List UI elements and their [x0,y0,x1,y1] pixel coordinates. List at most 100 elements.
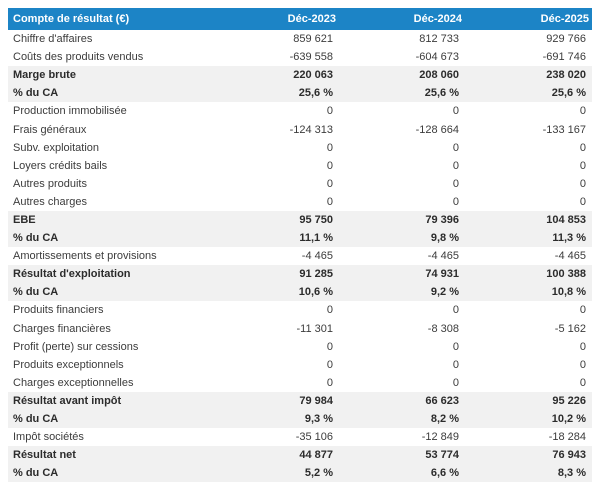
table-row: Autres charges 0 0 0 [8,192,592,211]
cell-value: 0 [339,192,465,211]
cell-value: 104 853 [465,210,592,230]
cell-value: 6,6 % [339,464,465,483]
cell-value: 10,8 % [465,283,592,302]
cell-value: 10,2 % [465,409,592,429]
row-label: Autres charges [8,192,213,211]
cell-value: 95 226 [465,391,592,410]
row-label: Produits financiers [8,301,213,320]
summary-table-row: Résultat net 44 877 53 774 76 943 [8,446,592,465]
cell-value: 91 285 [213,265,339,284]
cell-value: -124 313 [213,120,339,139]
table-header-row: Compte de résultat (€) Déc-2023 Déc-2024… [8,8,592,30]
row-label: % du CA [8,409,213,429]
cell-value: 208 060 [339,66,465,85]
cell-value: 0 [213,102,339,121]
cell-value: -639 558 [213,48,339,67]
table-row: Coûts des produits vendus -639 558 -604 67… [8,48,592,67]
table-row: Produits financiers 0 0 0 [8,301,592,320]
cell-value: 0 [339,373,465,392]
cell-value: 11,3 % [465,229,592,248]
cell-value: 25,6 % [465,84,592,103]
cell-value: 0 [465,102,592,121]
compte-de-resultat-table: Compte de résultat (€) Déc-2023 Déc-2024… [8,8,592,483]
cell-value: 0 [213,156,339,175]
cell-value: 0 [213,301,339,320]
cell-value: 812 733 [339,30,465,49]
row-label: Impôt sociétés [8,428,213,447]
cell-value: -11 301 [213,319,339,338]
row-label: Amortissements et provisions [8,247,213,266]
row-label: Charges financières [8,319,213,338]
cell-value: 0 [339,174,465,193]
cell-value: 53 774 [339,446,465,465]
row-label: % du CA [8,283,213,302]
cell-value: 0 [339,337,465,356]
table-row: Impôt sociétés -35 106 -12 849 -18 284 [8,428,592,447]
row-label: Marge brute [8,66,213,85]
cell-value: 0 [213,337,339,356]
summary-table-row: Marge brute 220 063 208 060 238 020 [8,66,592,85]
row-label: % du CA [8,464,213,483]
cell-value: 74 931 [339,265,465,284]
row-label: Autres produits [8,174,213,193]
table-row: Subv. exploitation 0 0 0 [8,138,592,157]
cell-value: 0 [465,355,592,374]
cell-value: 0 [465,337,592,356]
table-row: Production immobilisée 0 0 0 [8,102,592,121]
cell-value: 0 [339,156,465,175]
column-header-dec-2023: Déc-2023 [213,8,339,30]
row-label: Profit (perte) sur cessions [8,337,213,356]
cell-value: 238 020 [465,66,592,85]
cell-value: -8 308 [339,319,465,338]
cell-value: 10,6 % [213,283,339,302]
cell-value: -4 465 [339,247,465,266]
cell-value: 9,3 % [213,409,339,429]
row-label: Résultat avant impôt [8,391,213,410]
summary-table-row: EBE 95 750 79 396 104 853 [8,210,592,230]
cell-value: 0 [339,102,465,121]
summary-table-row: % du CA 5,2 % 6,6 % 8,3 % [8,464,592,483]
cell-value: 8,3 % [465,464,592,483]
summary-table-row: % du CA 9,3 % 8,2 % 10,2 % [8,409,592,429]
cell-value: 0 [339,355,465,374]
cell-value: 0 [213,192,339,211]
summary-table-row: % du CA 10,6 % 9,2 % 10,8 % [8,283,592,302]
cell-value: 0 [213,174,339,193]
table-row: Autres produits 0 0 0 [8,174,592,193]
table-body: Chiffre d'affaires 859 621 812 733 929 766 C… [8,30,592,483]
cell-value: -133 167 [465,120,592,139]
cell-value: 0 [213,373,339,392]
cell-value: 0 [465,301,592,320]
cell-value: 95 750 [213,210,339,230]
cell-value: 79 396 [339,210,465,230]
cell-value: -4 465 [213,247,339,266]
summary-table-row: % du CA 25,6 % 25,6 % 25,6 % [8,84,592,103]
cell-value: -12 849 [339,428,465,447]
row-label: Chiffre d'affaires [8,30,213,49]
table-row: Loyers crédits bails 0 0 0 [8,156,592,175]
cell-value: 220 063 [213,66,339,85]
cell-value: 79 984 [213,391,339,410]
cell-value: -128 664 [339,120,465,139]
row-label: Production immobilisée [8,102,213,121]
cell-value: 66 623 [339,391,465,410]
cell-value: 0 [339,301,465,320]
table-row: Amortissements et provisions -4 465 -4 465… [8,247,592,266]
cell-value: -4 465 [465,247,592,266]
summary-table-row: Résultat d'exploitation 91 285 74 931 100 3… [8,265,592,284]
cell-value: 25,6 % [339,84,465,103]
row-label: Charges exceptionnelles [8,373,213,392]
cell-value: 76 943 [465,446,592,465]
cell-value: 8,2 % [339,409,465,429]
column-header-dec-2024: Déc-2024 [339,8,465,30]
cell-value: 25,6 % [213,84,339,103]
cell-value: 0 [213,355,339,374]
cell-value: 0 [465,174,592,193]
cell-value: 100 388 [465,265,592,284]
row-label: Produits exceptionnels [8,355,213,374]
cell-value: 5,2 % [213,464,339,483]
row-label: Subv. exploitation [8,138,213,157]
cell-value: -604 673 [339,48,465,67]
cell-value: 9,8 % [339,229,465,248]
summary-table-row: % du CA 11,1 % 9,8 % 11,3 % [8,229,592,248]
